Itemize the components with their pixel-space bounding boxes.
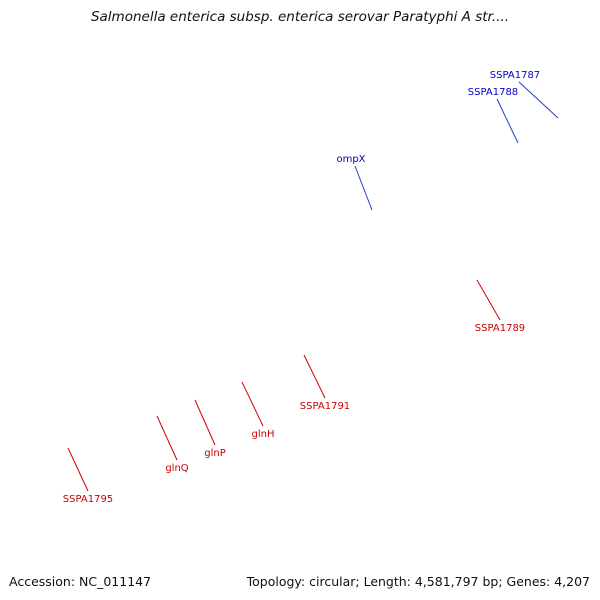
- map-title: Salmonella enterica subsp. enterica sero…: [90, 9, 510, 25]
- label-leader-line: [241, 381, 264, 427]
- label-leader-line: [476, 279, 501, 321]
- label-leader-line: [354, 165, 373, 211]
- label-leader-line: [156, 415, 178, 461]
- label-leader-line: [67, 447, 89, 492]
- gene-label: SSPA1788: [468, 87, 518, 98]
- gene-label: glnH: [252, 429, 275, 440]
- label-leader-line: [303, 354, 326, 399]
- gene-label: ompX: [336, 154, 365, 165]
- topology-summary: Topology: circular; Length: 4,581,797 bp…: [246, 574, 590, 589]
- accession-text: Accession: NC_011147: [9, 574, 152, 589]
- label-leader-line: [518, 81, 559, 119]
- gene-label: SSPA1787: [490, 70, 540, 81]
- gene-label: glnP: [204, 448, 226, 459]
- gene-label: SSPA1789: [475, 323, 525, 334]
- label-leader-line: [496, 98, 519, 144]
- gene-label: SSPA1791: [300, 401, 350, 412]
- label-leader-line: [194, 399, 216, 446]
- gene-label: glnQ: [165, 463, 188, 474]
- label-leaders: SSPA1787 SSPA1788 ompX SSPA1789 SSPA1791 glnH…: [63, 70, 559, 505]
- gene-label: SSPA1795: [63, 494, 113, 505]
